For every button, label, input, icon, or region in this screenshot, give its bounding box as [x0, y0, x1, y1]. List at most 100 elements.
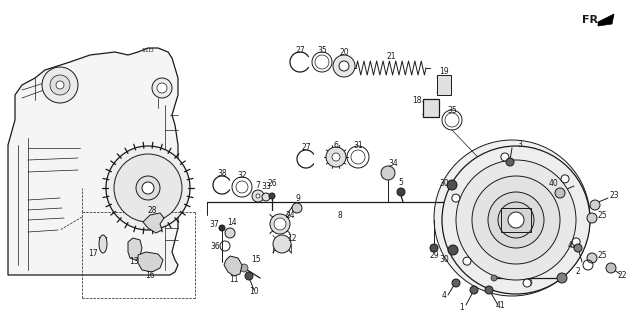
- Text: 33: 33: [261, 181, 271, 190]
- Text: 5: 5: [399, 178, 403, 187]
- Text: 11: 11: [229, 276, 239, 284]
- Text: 29: 29: [429, 252, 439, 260]
- Circle shape: [56, 81, 64, 89]
- Circle shape: [152, 78, 172, 98]
- Circle shape: [506, 158, 514, 166]
- Circle shape: [587, 253, 597, 263]
- Text: 41: 41: [495, 301, 505, 310]
- Circle shape: [452, 279, 460, 287]
- Text: 7: 7: [255, 180, 261, 189]
- FancyBboxPatch shape: [437, 75, 451, 95]
- Circle shape: [442, 146, 590, 294]
- Text: 40: 40: [549, 179, 559, 188]
- Circle shape: [434, 140, 590, 296]
- Circle shape: [142, 182, 154, 194]
- Text: 31: 31: [353, 140, 363, 149]
- Circle shape: [292, 203, 302, 213]
- Polygon shape: [128, 238, 142, 260]
- Polygon shape: [8, 48, 178, 275]
- Circle shape: [508, 212, 524, 228]
- Text: 14: 14: [227, 218, 237, 227]
- Text: 11D: 11D: [141, 47, 154, 52]
- Text: 16: 16: [145, 271, 155, 281]
- Circle shape: [114, 154, 182, 222]
- Circle shape: [245, 272, 253, 280]
- Circle shape: [219, 225, 225, 231]
- Text: 39: 39: [523, 279, 533, 289]
- Circle shape: [447, 180, 457, 190]
- Circle shape: [463, 257, 471, 265]
- Circle shape: [332, 153, 340, 161]
- Circle shape: [225, 228, 235, 238]
- Text: 27: 27: [295, 45, 305, 54]
- Circle shape: [157, 83, 167, 93]
- Text: 15: 15: [251, 255, 261, 265]
- Text: 13: 13: [129, 258, 139, 267]
- Circle shape: [485, 286, 493, 294]
- Circle shape: [523, 279, 531, 287]
- Circle shape: [269, 193, 275, 199]
- Text: 30: 30: [439, 255, 449, 265]
- Text: 1: 1: [460, 303, 464, 313]
- Text: 32: 32: [237, 171, 247, 180]
- Circle shape: [561, 175, 569, 183]
- Text: 35: 35: [447, 106, 457, 115]
- Circle shape: [557, 273, 567, 283]
- Text: 26: 26: [267, 179, 277, 188]
- Circle shape: [252, 190, 264, 202]
- Circle shape: [501, 153, 509, 161]
- Text: 42: 42: [567, 241, 577, 250]
- Circle shape: [262, 193, 270, 201]
- Circle shape: [381, 166, 395, 180]
- Text: 20: 20: [339, 47, 349, 57]
- Text: 12: 12: [287, 234, 297, 243]
- Circle shape: [333, 55, 355, 77]
- Text: 21: 21: [386, 52, 396, 60]
- Polygon shape: [138, 252, 163, 272]
- Circle shape: [448, 245, 458, 255]
- Circle shape: [106, 146, 190, 230]
- Circle shape: [488, 192, 544, 248]
- Text: 37: 37: [209, 220, 219, 228]
- Text: FR.: FR.: [582, 15, 602, 25]
- Circle shape: [240, 264, 248, 272]
- Circle shape: [50, 75, 70, 95]
- Circle shape: [136, 176, 160, 200]
- Text: 3: 3: [517, 140, 522, 148]
- Text: 18: 18: [412, 95, 422, 105]
- Circle shape: [256, 194, 260, 198]
- Ellipse shape: [99, 235, 107, 253]
- Circle shape: [273, 235, 291, 253]
- Text: 36: 36: [210, 242, 220, 251]
- Text: 6: 6: [334, 140, 338, 149]
- Circle shape: [270, 214, 290, 234]
- Text: 27: 27: [301, 142, 311, 151]
- Text: 4: 4: [441, 292, 447, 300]
- Circle shape: [555, 188, 565, 198]
- Polygon shape: [598, 14, 614, 26]
- Circle shape: [472, 176, 560, 264]
- Text: 22: 22: [617, 270, 627, 279]
- Text: 19: 19: [439, 67, 449, 76]
- Circle shape: [498, 202, 534, 238]
- Circle shape: [274, 218, 286, 230]
- Circle shape: [574, 244, 582, 252]
- Text: 38: 38: [217, 169, 227, 178]
- Circle shape: [470, 286, 478, 294]
- Text: 9: 9: [296, 194, 301, 203]
- Circle shape: [491, 275, 497, 281]
- Circle shape: [456, 160, 576, 280]
- Text: 8: 8: [338, 211, 342, 220]
- Circle shape: [587, 213, 597, 223]
- Text: 23: 23: [609, 190, 619, 199]
- Text: 35: 35: [317, 45, 327, 54]
- Polygon shape: [143, 213, 164, 233]
- Circle shape: [326, 147, 346, 167]
- Circle shape: [430, 244, 438, 252]
- Text: 30: 30: [439, 179, 449, 188]
- Text: 34: 34: [388, 158, 398, 167]
- Text: 10: 10: [249, 287, 259, 297]
- Circle shape: [590, 200, 600, 210]
- Circle shape: [397, 188, 405, 196]
- Text: 25: 25: [597, 252, 607, 260]
